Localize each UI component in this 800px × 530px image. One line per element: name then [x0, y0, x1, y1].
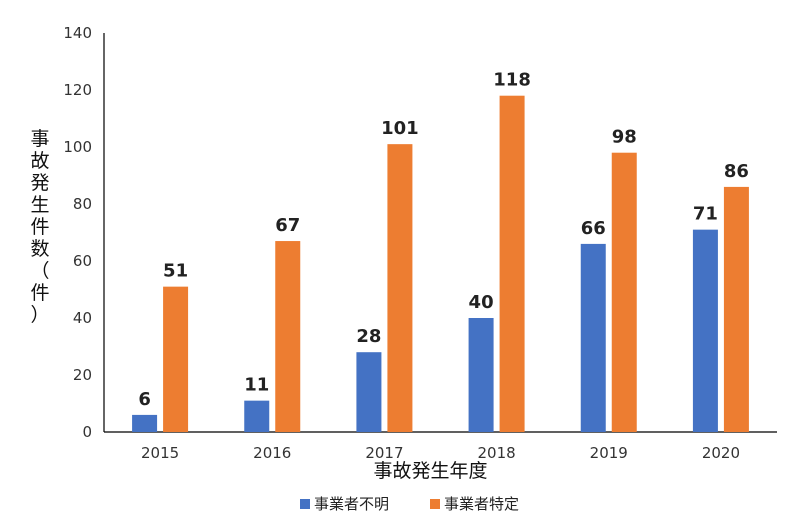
data-label: 40: [469, 292, 494, 313]
y-axis-ticks: 0 20 40 60 80 100 120 140: [63, 24, 92, 441]
y-tick-label: 140: [63, 24, 92, 42]
data-label: 11: [244, 375, 269, 396]
data-label: 118: [493, 70, 531, 91]
y-tick-label: 80: [73, 195, 92, 213]
bar-identified-operator-2020: [723, 186, 749, 432]
bar-identified-operator-2017: [387, 144, 413, 432]
bar-unknown-operator-2016: [244, 400, 270, 432]
legend: 事業者不明 事業者特定: [300, 495, 519, 513]
y-axis-title: 事故発生件数（件）: [30, 128, 49, 326]
x-tick-label: 2017: [365, 444, 403, 462]
bar-identified-operator-2019: [611, 152, 637, 432]
bar-unknown-operator-2017: [356, 352, 382, 432]
x-axis-ticks: 2015 2016 2017 2018 2019 2020: [141, 444, 740, 462]
x-tick-label: 2015: [141, 444, 179, 462]
data-label: 101: [381, 118, 419, 139]
legend-swatch: [430, 499, 440, 509]
y-axis-title-text: 事故発生件数（件）: [30, 128, 49, 326]
data-label: 6: [138, 389, 151, 410]
data-label: 28: [356, 326, 381, 347]
bar-unknown-operator-2020: [692, 229, 718, 432]
data-label: 98: [612, 127, 637, 148]
x-tick-label: 2020: [702, 444, 740, 462]
x-tick-label: 2019: [590, 444, 628, 462]
x-axis-title: 事故発生年度: [373, 460, 487, 482]
legend-swatch: [300, 499, 310, 509]
y-tick-label: 20: [73, 366, 92, 384]
x-tick-label: 2016: [253, 444, 291, 462]
legend-label: 事業者不明: [314, 495, 389, 513]
data-label: 67: [275, 215, 300, 236]
data-label: 51: [163, 261, 188, 282]
data-label: 86: [724, 161, 749, 182]
bar-identified-operator-2015: [163, 286, 189, 432]
y-tick-label: 120: [63, 81, 92, 99]
y-tick-label: 40: [73, 309, 92, 327]
y-tick-label: 100: [63, 138, 92, 156]
bar-unknown-operator-2015: [132, 414, 158, 432]
data-label: 66: [581, 218, 606, 239]
bar-identified-operator-2018: [499, 95, 525, 432]
y-tick-label: 0: [82, 423, 92, 441]
x-tick-label: 2018: [477, 444, 515, 462]
bar-unknown-operator-2019: [580, 243, 606, 432]
legend-label: 事業者特定: [444, 495, 519, 513]
bar-unknown-operator-2018: [468, 318, 494, 432]
y-tick-label: 60: [73, 252, 92, 270]
bar-identified-operator-2016: [275, 241, 301, 432]
data-label: 71: [693, 204, 718, 225]
bars: 6 51 11 67 28 101 40 118 66 98 71 86: [132, 70, 749, 432]
